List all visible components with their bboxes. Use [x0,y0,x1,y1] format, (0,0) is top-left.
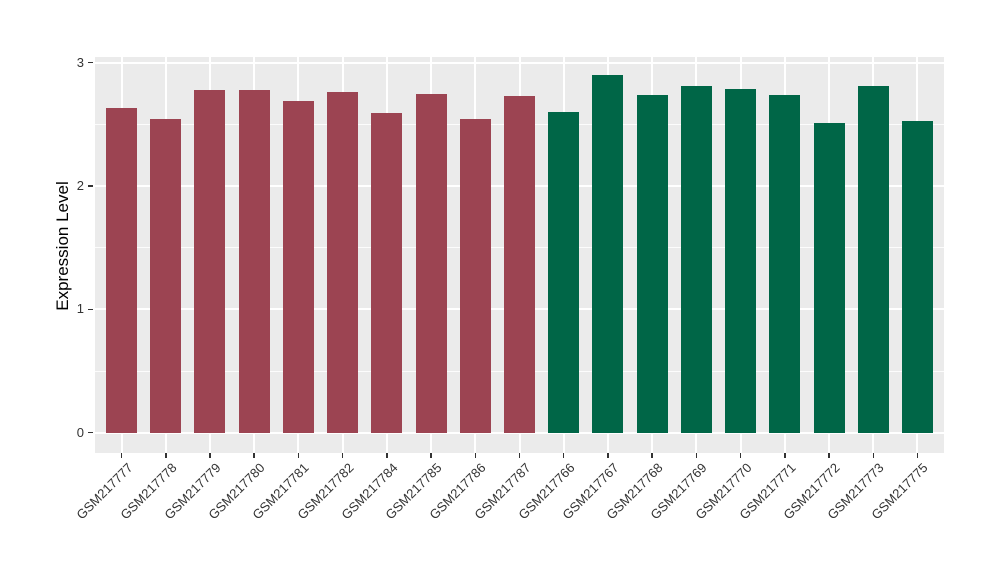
x-tick-mark [386,453,388,458]
x-tick-mark [120,453,123,458]
x-tick-mark [607,453,609,458]
bar [106,108,138,433]
x-tick-mark [518,453,521,458]
bar [901,120,933,433]
bar [371,113,403,433]
y-tick-mark [88,185,93,187]
bar [813,123,845,433]
bar [857,86,889,433]
x-tick-mark [297,453,300,458]
y-tick-label: 0 [76,424,84,440]
bar [238,89,270,433]
bar [769,94,801,433]
x-tick-mark [916,453,919,458]
y-tick-mark [88,308,93,311]
bar [680,86,712,433]
x-tick-mark [253,453,255,458]
y-tick-mark [88,61,93,64]
x-tick-mark [872,453,874,458]
x-tick-mark [165,453,167,458]
major-gridline [95,61,944,64]
x-tick-mark [209,453,211,458]
x-tick-mark [651,453,653,458]
bar [282,100,314,433]
bar [327,92,359,433]
x-tick-mark [695,453,698,458]
x-tick-mark [784,453,786,458]
y-tick-label: 3 [76,54,84,70]
y-tick-label: 2 [76,178,84,194]
bar [592,75,624,433]
bar [194,89,226,433]
y-axis-title: Expression Level [53,181,72,311]
y-tick-mark [88,431,93,434]
x-tick-mark [341,453,344,458]
major-gridline [95,431,944,434]
bar [636,94,668,433]
bar [504,96,535,433]
bar [415,93,447,433]
x-tick-mark [430,453,432,458]
bar [459,119,491,433]
x-tick-mark [739,453,742,458]
x-tick-mark [828,453,830,458]
x-tick-mark [562,453,565,458]
bar [548,112,580,433]
plot-panel [95,57,944,453]
bar [725,88,757,433]
y-tick-label: 1 [76,301,84,317]
x-tick-mark [474,453,477,458]
bar [150,119,182,433]
